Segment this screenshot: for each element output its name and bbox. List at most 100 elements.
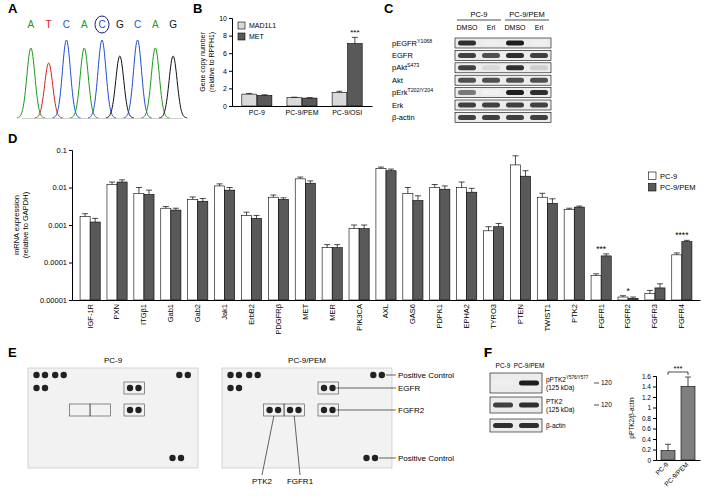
band bbox=[530, 90, 548, 95]
ladder-tick bbox=[594, 383, 599, 384]
blot-label-main: Akt bbox=[392, 76, 404, 85]
x-tick-label: FGFR1 bbox=[597, 304, 606, 329]
bar bbox=[661, 451, 675, 460]
x-tick: FGFR2 bbox=[623, 304, 632, 329]
x-tick: PC-9/PEM bbox=[663, 461, 690, 488]
spot bbox=[287, 407, 293, 413]
bar bbox=[348, 44, 363, 106]
error-bar bbox=[336, 91, 342, 92]
bar bbox=[547, 203, 557, 300]
y-axis-title-line: Gene copy number bbox=[199, 32, 207, 92]
blot-strip bbox=[455, 50, 551, 60]
bar bbox=[457, 188, 467, 301]
error-bar bbox=[523, 171, 529, 176]
x-tick: MER bbox=[328, 303, 337, 320]
error-bar bbox=[674, 253, 680, 255]
legend-label: PC-9 bbox=[660, 172, 677, 181]
y-tick-label: 2 bbox=[223, 85, 227, 92]
band bbox=[458, 41, 476, 46]
panel-letter: A bbox=[8, 1, 18, 16]
x-tick: ErbB2 bbox=[247, 304, 256, 325]
panel-letter: C bbox=[384, 1, 394, 16]
x-tick-label: MER bbox=[328, 303, 337, 320]
y-tick: 0.01 bbox=[52, 183, 72, 192]
spot bbox=[61, 372, 67, 378]
bar bbox=[90, 222, 100, 300]
spot bbox=[295, 407, 301, 413]
callout-label: EGFR bbox=[398, 384, 420, 393]
y-tick-mark bbox=[229, 18, 232, 19]
y-tick-label: 6 bbox=[223, 50, 227, 57]
bar bbox=[628, 298, 638, 300]
y-tick: 0.6 bbox=[642, 425, 656, 432]
y-tick: 1 bbox=[647, 404, 656, 411]
legend-swatch bbox=[649, 172, 657, 180]
band bbox=[458, 65, 476, 70]
band bbox=[519, 423, 539, 428]
x-tick-label: IGF-1R bbox=[86, 303, 95, 328]
spot bbox=[135, 385, 141, 391]
error-bar bbox=[92, 218, 98, 222]
band bbox=[482, 103, 500, 108]
band bbox=[506, 115, 524, 120]
bar bbox=[430, 188, 440, 301]
blot-label: pErkT202/Y204 bbox=[392, 87, 433, 97]
error-bar bbox=[291, 97, 297, 98]
y-tick: 0.8 bbox=[642, 415, 656, 422]
spot bbox=[185, 372, 191, 378]
band bbox=[530, 53, 548, 58]
bar bbox=[618, 297, 628, 300]
x-axis-line bbox=[233, 106, 373, 107]
band bbox=[506, 103, 524, 108]
y-tick: 8 bbox=[223, 32, 232, 39]
spot bbox=[227, 372, 233, 378]
ladder-label: 120 bbox=[601, 401, 612, 408]
blot-label: EGFR bbox=[392, 51, 413, 60]
bar bbox=[134, 193, 144, 300]
band bbox=[506, 53, 524, 58]
x-tick: Jak1 bbox=[220, 304, 229, 320]
x-tick-label: TWIST1 bbox=[543, 304, 552, 332]
bar bbox=[117, 182, 127, 300]
error-bar bbox=[270, 195, 276, 197]
y-axis-title: Gene copy number(relative to RPPH1) bbox=[199, 32, 216, 93]
bar bbox=[655, 288, 665, 300]
error-bar bbox=[469, 188, 475, 192]
error-bar bbox=[280, 198, 286, 200]
error-bar bbox=[630, 297, 636, 298]
y-axis: 0.000010.00010.0010.010.1 bbox=[40, 146, 73, 305]
y-tick-label: 0.01 bbox=[52, 183, 67, 192]
x-tick: AXL bbox=[381, 304, 390, 318]
error-bar bbox=[352, 37, 358, 43]
error-bar bbox=[136, 188, 142, 194]
x-tick: TYRO3 bbox=[489, 304, 498, 329]
legend-swatch bbox=[649, 184, 657, 192]
error-bar bbox=[297, 177, 303, 179]
x-tick: TWIST1 bbox=[543, 304, 552, 332]
group-underline bbox=[457, 20, 501, 21]
error-bar bbox=[415, 196, 421, 201]
bar bbox=[467, 192, 477, 300]
y-tick-mark bbox=[69, 188, 72, 189]
spot bbox=[372, 455, 378, 461]
membrane bbox=[28, 368, 198, 468]
callout-label: Positive Control bbox=[398, 454, 454, 463]
band bbox=[506, 65, 524, 70]
y-axis: 0246810 bbox=[219, 15, 232, 110]
spot bbox=[178, 455, 184, 461]
blot-label-main: pPTK2 bbox=[546, 376, 566, 384]
legend-swatch bbox=[238, 22, 245, 29]
bar bbox=[672, 255, 682, 300]
x-tick-label: PC-9/OSI bbox=[332, 109, 362, 116]
y-tick-label: 0 bbox=[647, 457, 651, 464]
error-bar bbox=[119, 180, 125, 182]
error-bar bbox=[512, 156, 518, 165]
band bbox=[482, 78, 500, 83]
y-tick-mark bbox=[653, 376, 656, 377]
x-tick: ITGβ1 bbox=[139, 304, 148, 325]
band bbox=[458, 53, 476, 58]
blot-label-main: Erk bbox=[392, 101, 404, 110]
x-tick-label: ITGβ1 bbox=[139, 304, 148, 325]
bar bbox=[322, 248, 332, 300]
error-bar bbox=[351, 225, 357, 229]
